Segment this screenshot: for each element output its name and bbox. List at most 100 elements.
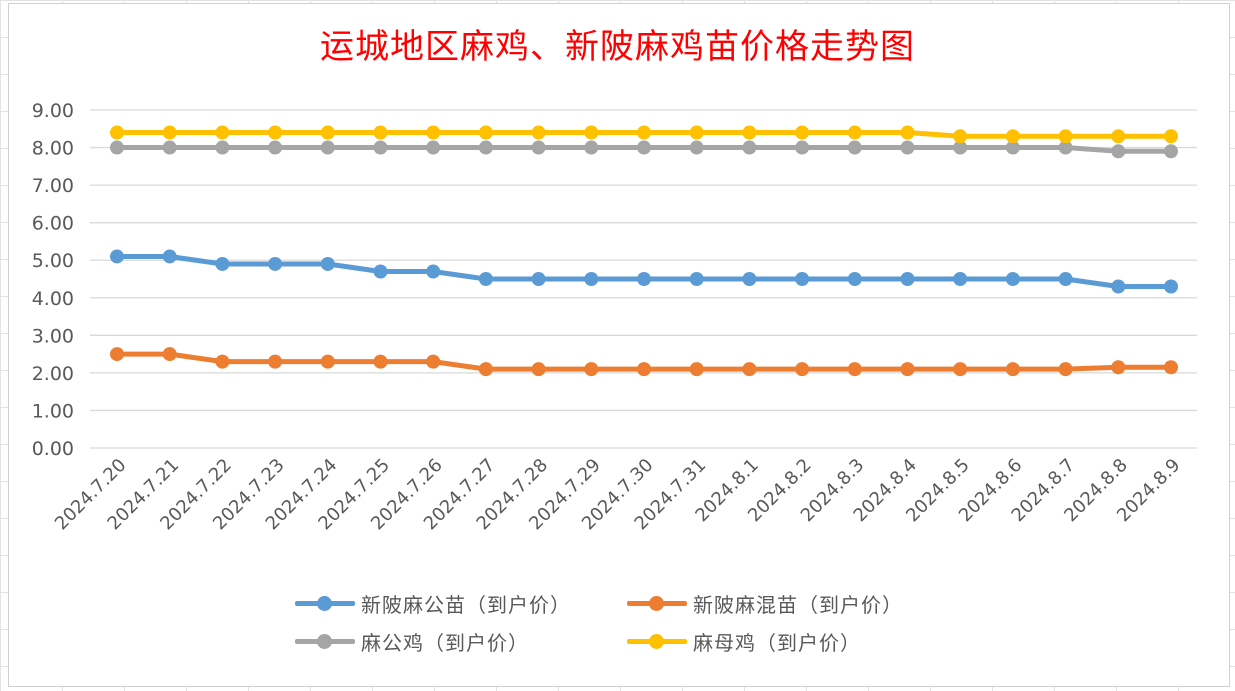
data-point [900, 362, 915, 377]
series-2 [110, 347, 1178, 377]
y-tick-label: 9.00 [32, 100, 74, 122]
data-point [426, 125, 441, 140]
data-point [268, 125, 283, 140]
data-point [637, 140, 651, 155]
legend-label: 麻母鸡（到户价） [693, 630, 861, 655]
data-point [1164, 279, 1178, 294]
chart-area[interactable] [8, 3, 1230, 687]
data-point [478, 272, 493, 286]
data-point [373, 125, 388, 140]
data-point [215, 354, 230, 369]
data-point [742, 125, 757, 140]
data-point [478, 140, 493, 155]
data-point [162, 140, 177, 155]
y-tick-label: 8.00 [32, 138, 74, 160]
x-axis-tick-labels: 2024.7.202024.7.212024.7.222024.7.232024… [51, 455, 1185, 535]
y-tick-label: 2.00 [32, 363, 74, 385]
data-point [584, 272, 599, 286]
data-point [110, 125, 124, 140]
data-point [795, 272, 810, 286]
data-point [426, 140, 441, 155]
data-point [320, 140, 335, 155]
data-point [847, 140, 862, 155]
data-point [1005, 362, 1020, 377]
data-point [847, 125, 862, 140]
series-4 [110, 125, 1178, 144]
data-point [689, 362, 704, 377]
data-point [478, 125, 493, 140]
legend-label: 麻公鸡（到户价） [361, 630, 529, 655]
data-point [110, 140, 124, 155]
y-tick-label: 7.00 [32, 175, 74, 197]
data-point [1164, 144, 1178, 159]
data-point [953, 272, 968, 286]
data-point [1005, 129, 1020, 144]
data-point [689, 272, 704, 286]
data-point [320, 125, 335, 140]
data-point [1005, 140, 1020, 155]
legend-item-2[interactable]: 新陂麻混苗（到户价） [625, 588, 965, 618]
data-point [531, 125, 546, 140]
legend-item-1[interactable]: 新陂麻公苗（到户价） [293, 588, 625, 618]
data-point [373, 264, 388, 279]
data-point [795, 125, 810, 140]
legend-item-3[interactable]: 麻公鸡（到户价） [293, 626, 625, 656]
data-point [215, 125, 230, 140]
data-point [1005, 272, 1020, 286]
data-point [162, 347, 177, 362]
data-point [847, 272, 862, 286]
data-point [531, 272, 546, 286]
legend: 新陂麻公苗（到户价） 新陂麻混苗（到户价） 麻公鸡（到户价） 麻母鸡（到户价） [293, 588, 993, 656]
data-point [953, 129, 968, 144]
series-3 [110, 140, 1178, 159]
series-1 [110, 249, 1178, 294]
data-point [637, 125, 651, 140]
y-axis-tick-labels: 0.00 1.00 2.00 3.00 4.00 5.00 6.00 7.00 8.00 9.00 [32, 100, 74, 460]
legend-label: 新陂麻公苗（到户价） [361, 592, 571, 617]
data-point [531, 362, 546, 377]
data-point [1058, 129, 1073, 144]
data-point [162, 125, 177, 140]
data-point [637, 362, 651, 377]
data-point [900, 272, 915, 286]
data-point [373, 140, 388, 155]
data-point [215, 140, 230, 155]
data-point [478, 362, 493, 377]
data-point [320, 256, 335, 271]
legend-swatch-icon [293, 593, 357, 613]
data-point [742, 140, 757, 155]
data-point [584, 362, 599, 377]
data-point [531, 140, 546, 155]
data-point [637, 272, 651, 286]
data-point [1164, 129, 1178, 144]
data-point [584, 140, 599, 155]
data-point [110, 249, 124, 264]
y-tick-label: 0.00 [32, 438, 74, 460]
data-point [110, 347, 124, 362]
y-tick-label: 1.00 [32, 400, 74, 422]
legend-item-4[interactable]: 麻母鸡（到户价） [625, 626, 965, 656]
y-tick-label: 5.00 [32, 250, 74, 272]
data-point [1058, 272, 1073, 286]
chart-title: 运城地区麻鸡、新陂麻鸡苗价格走势图 [320, 27, 915, 67]
y-tick-label: 3.00 [32, 325, 74, 347]
data-point [953, 362, 968, 377]
data-point [1164, 360, 1178, 375]
y-tick-label: 6.00 [32, 213, 74, 235]
data-point [742, 272, 757, 286]
data-point [215, 256, 230, 271]
data-point [795, 362, 810, 377]
data-point [795, 140, 810, 155]
data-point [900, 125, 915, 140]
data-point [1111, 144, 1126, 159]
data-point [426, 264, 441, 279]
data-point [689, 140, 704, 155]
data-point [584, 125, 599, 140]
legend-swatch-icon [293, 631, 357, 651]
data-point [162, 249, 177, 264]
legend-swatch-icon [625, 593, 689, 613]
data-point [689, 125, 704, 140]
data-point [953, 140, 968, 155]
data-point [1058, 140, 1073, 155]
